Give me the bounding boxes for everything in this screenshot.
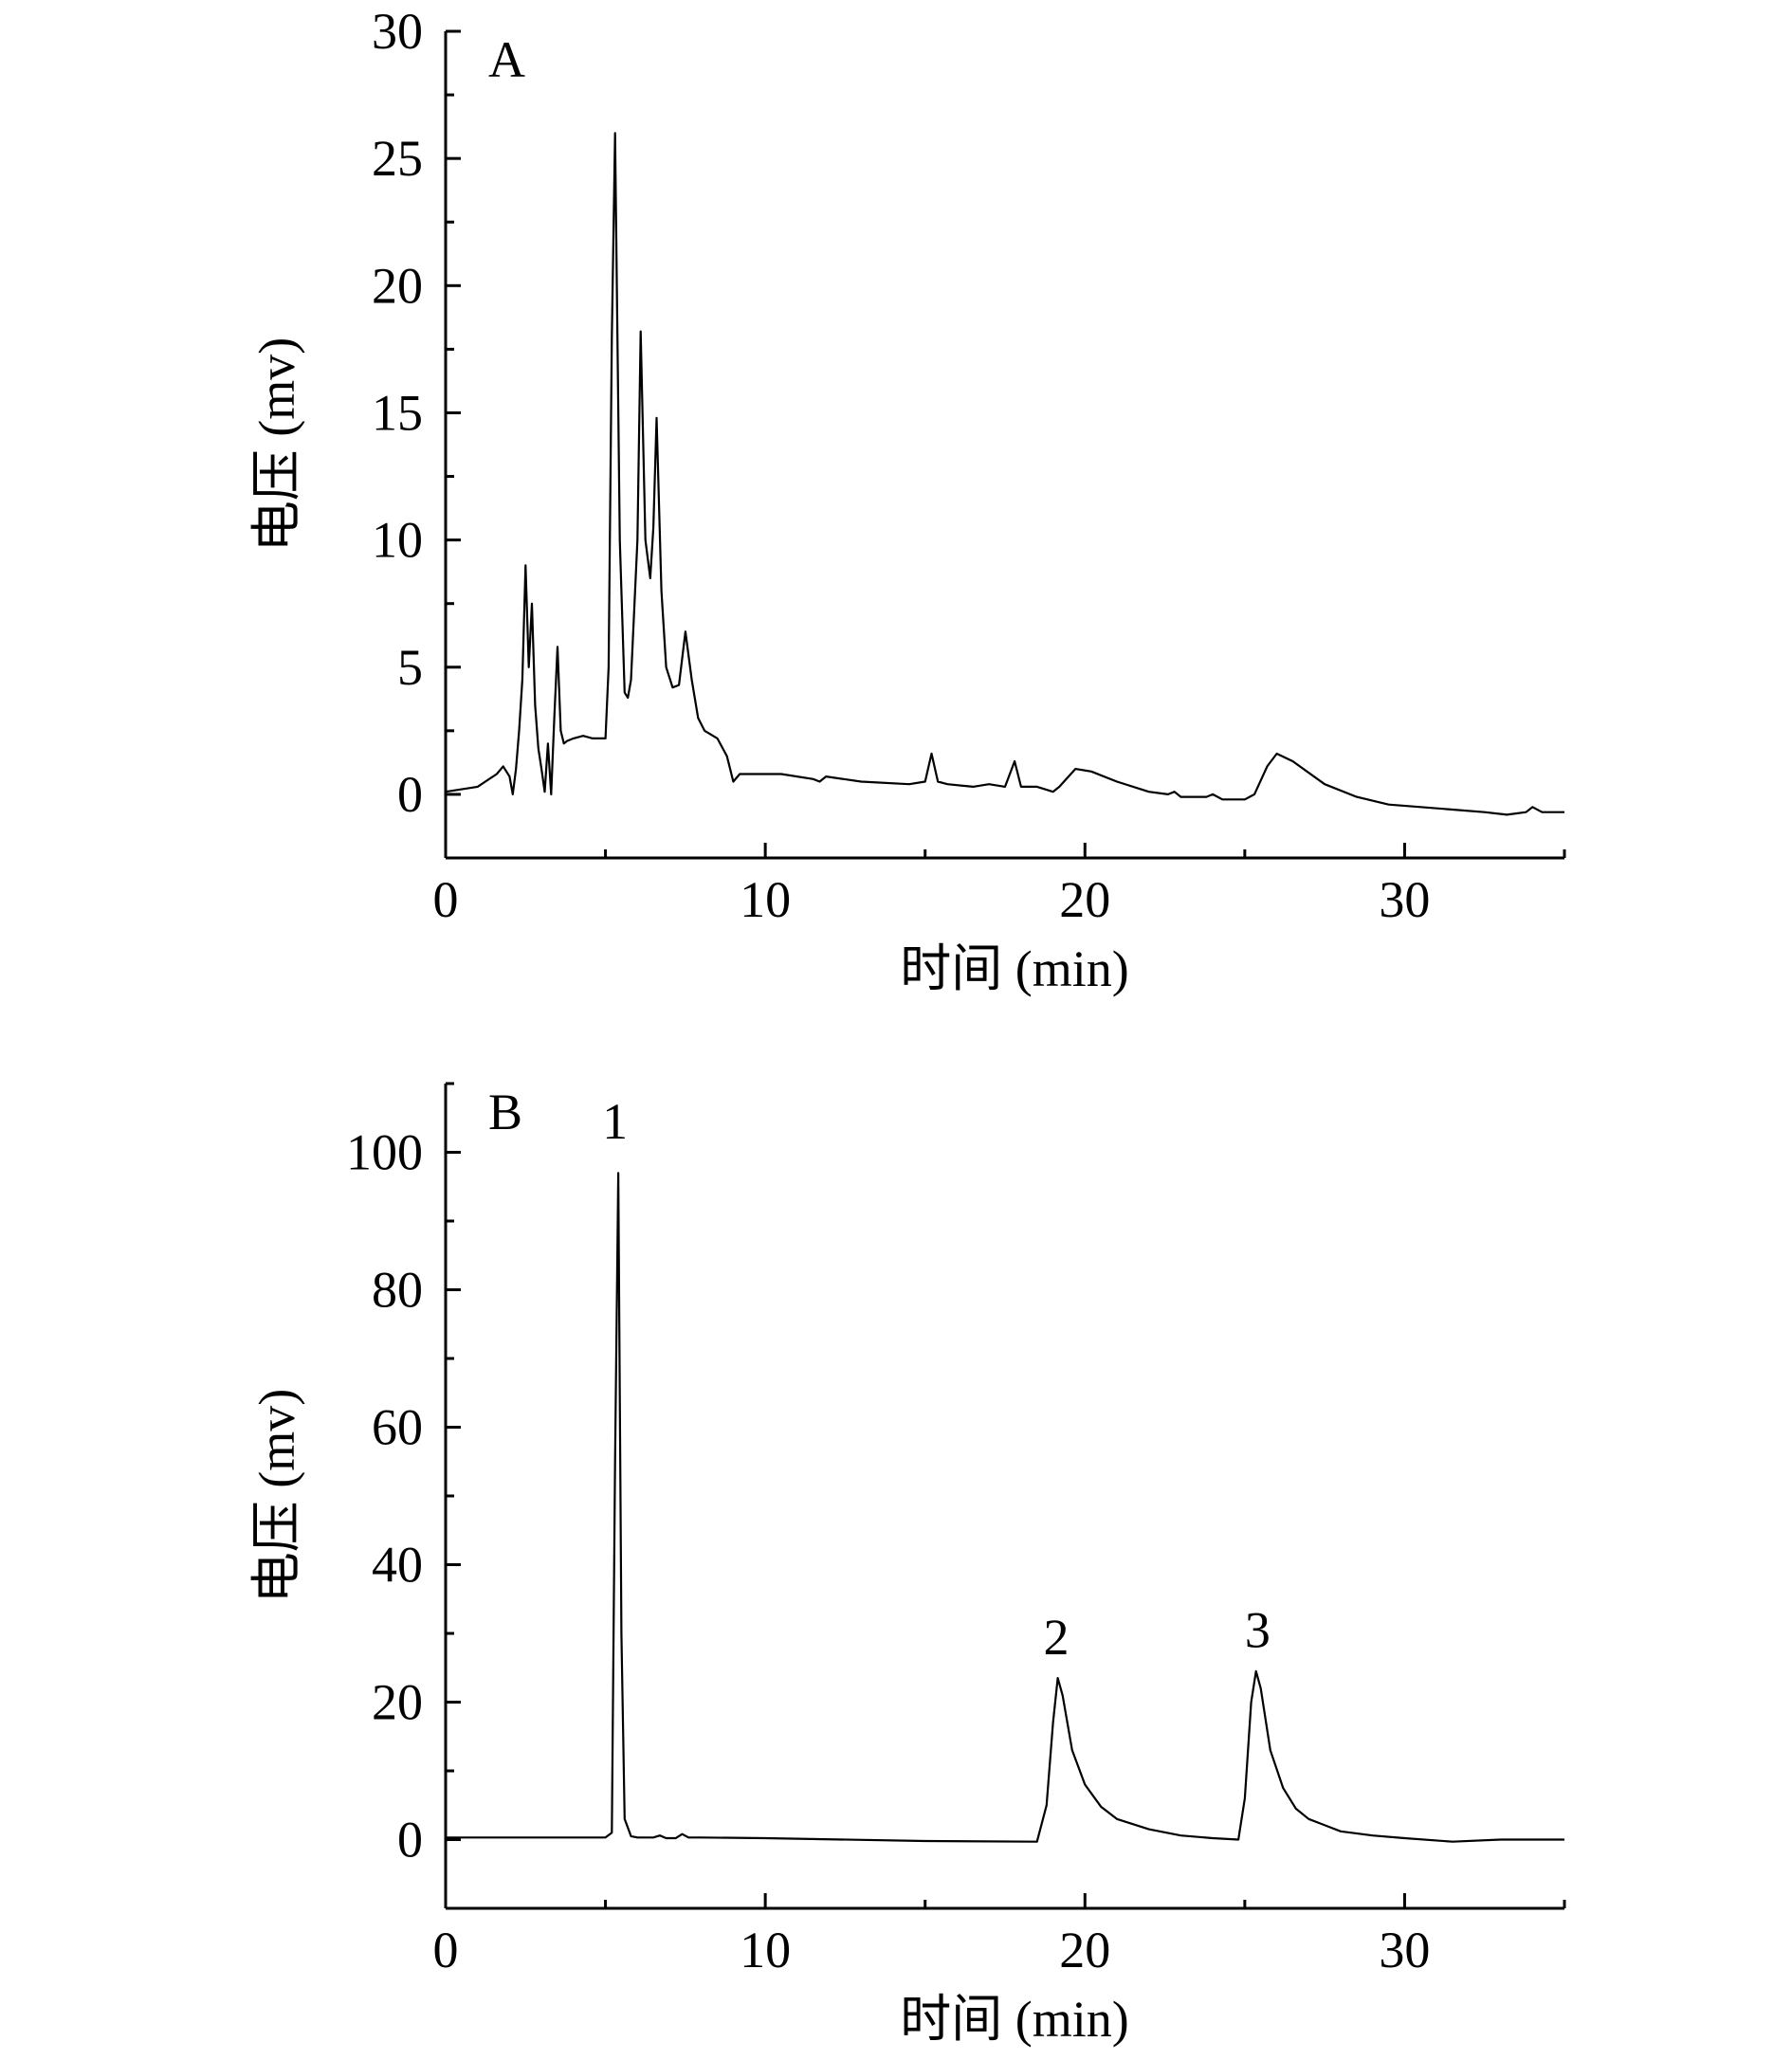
y-tick-label: 60 bbox=[372, 1399, 423, 1456]
y-axis-title: 电压 (mv) bbox=[248, 1389, 305, 1603]
y-tick-label: 0 bbox=[397, 1812, 423, 1869]
y-tick-label: 10 bbox=[372, 512, 423, 569]
x-tick-label: 10 bbox=[740, 871, 791, 928]
y-tick-label: 20 bbox=[372, 257, 423, 314]
peak-label: 2 bbox=[1043, 1609, 1069, 1666]
y-axis-title: 电压 (mv) bbox=[248, 337, 305, 552]
x-axis-title: 时间 (min) bbox=[900, 940, 1128, 997]
y-tick-label: 100 bbox=[346, 1124, 423, 1181]
y-tick-label: 80 bbox=[372, 1262, 423, 1319]
chart-panel-b: 0 10 20 30 0 20 40 60 80 100 时间 (min) 电压 (mv) B 1 2 3 bbox=[248, 1082, 1566, 2048]
panel-label: B bbox=[488, 1084, 522, 1140]
y-tick-label: 20 bbox=[372, 1674, 423, 1731]
chromatogram-trace bbox=[445, 132, 1564, 816]
y-tick-label: 40 bbox=[372, 1537, 423, 1594]
y-tick-label: 5 bbox=[397, 639, 423, 696]
x-tick-label: 20 bbox=[1059, 871, 1110, 928]
x-tick-label: 30 bbox=[1379, 1922, 1430, 1978]
x-axis-title: 时间 (min) bbox=[900, 1991, 1128, 2048]
x-tick-label: 10 bbox=[740, 1922, 791, 1978]
x-tick-label: 30 bbox=[1379, 871, 1430, 928]
x-tick-label: 0 bbox=[433, 1922, 459, 1978]
panel-label: A bbox=[488, 31, 525, 88]
x-tick-label: 0 bbox=[433, 871, 459, 928]
chart-panel-a: 0 10 20 30 0 5 10 15 20 25 30 时间 (min) 电压 (mv) A bbox=[248, 3, 1566, 997]
y-tick-label: 0 bbox=[397, 766, 423, 823]
y-tick-label: 30 bbox=[372, 3, 423, 60]
peak-label: 3 bbox=[1245, 1602, 1271, 1659]
y-tick-label: 15 bbox=[372, 384, 423, 441]
peak-label: 1 bbox=[602, 1093, 628, 1150]
y-tick-label: 25 bbox=[372, 130, 423, 187]
chromatogram-trace bbox=[446, 1172, 1564, 1843]
x-tick-label: 20 bbox=[1059, 1922, 1110, 1978]
